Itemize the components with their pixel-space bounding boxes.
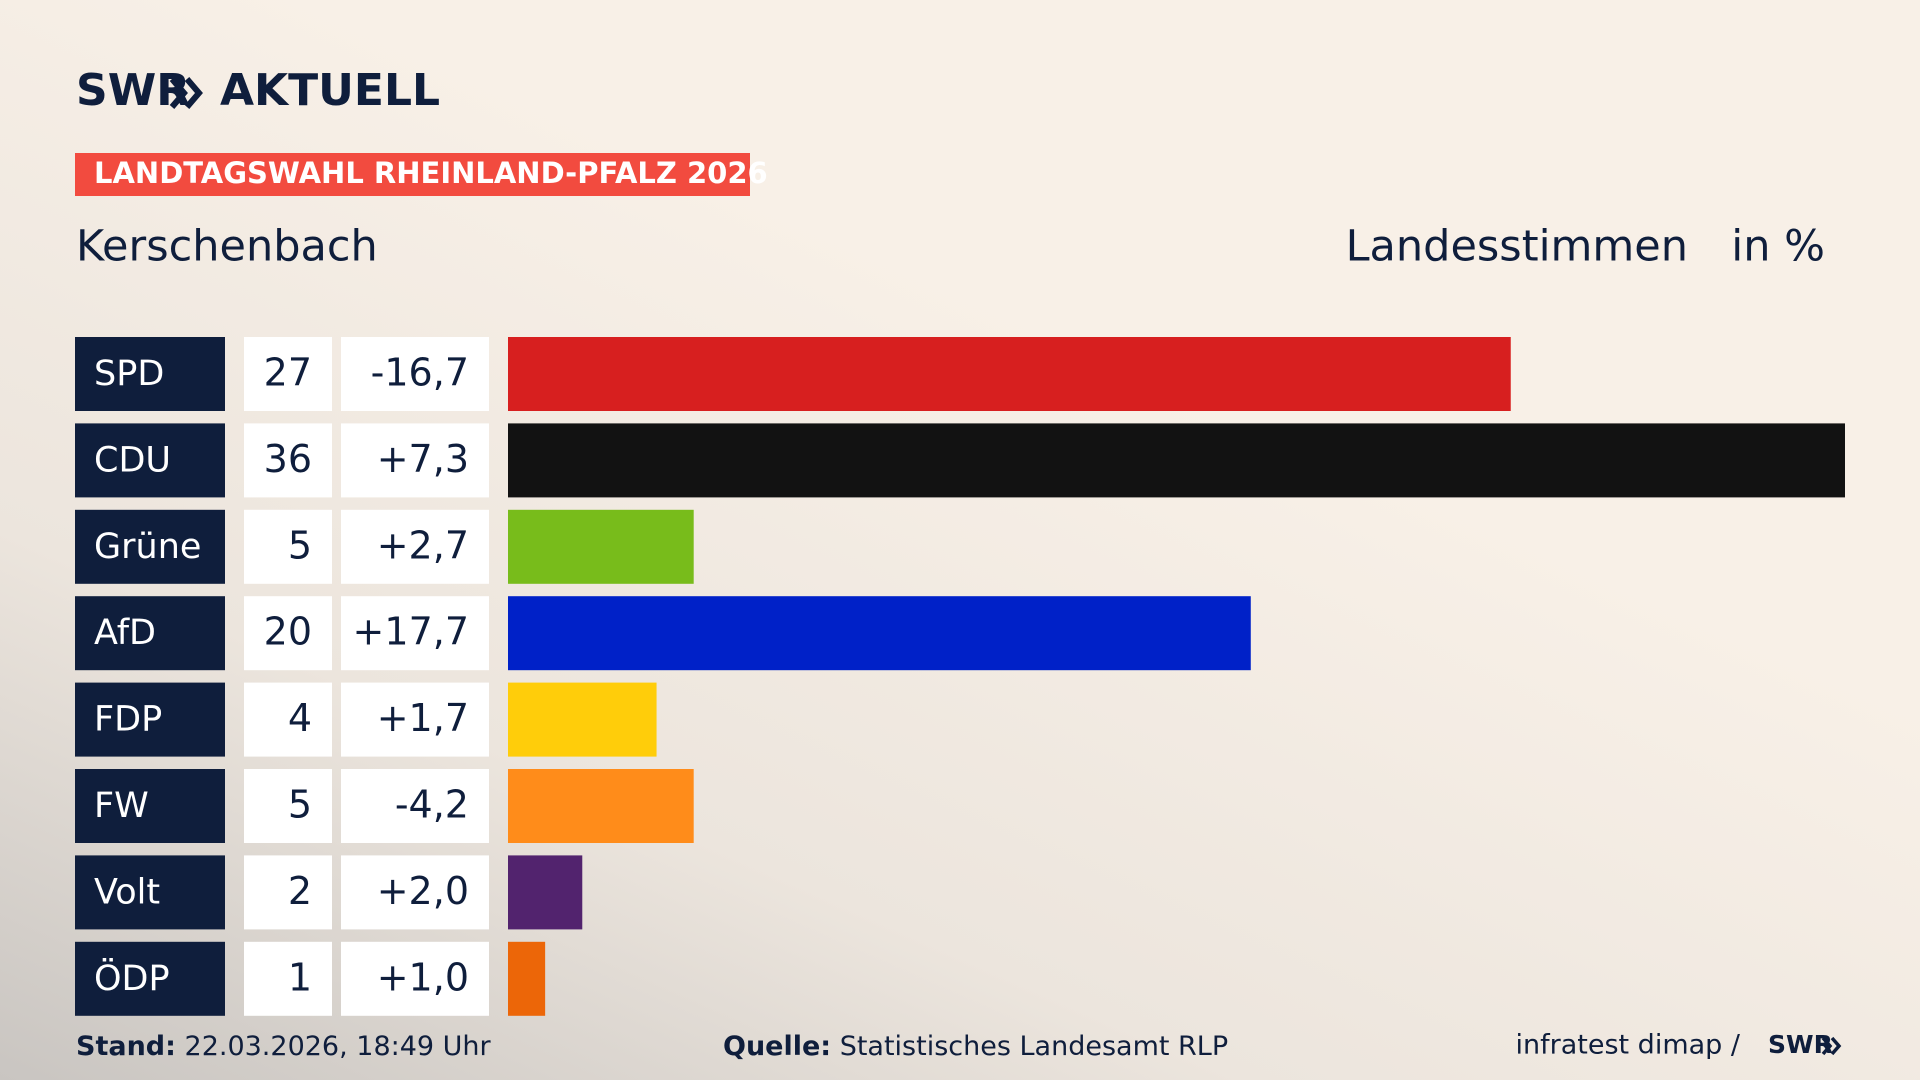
party-label: Volt — [94, 872, 160, 912]
bar — [508, 941, 546, 1016]
change-box — [341, 941, 489, 1016]
change-label: +1,0 — [377, 955, 469, 999]
unit-label: in % — [1731, 222, 1825, 272]
bar — [508, 509, 694, 584]
change-box — [341, 855, 489, 930]
value-box — [244, 596, 332, 671]
change-label: +7,3 — [377, 437, 469, 481]
logo-suffix: AKTUELL — [220, 65, 440, 116]
change-box — [341, 682, 489, 757]
bar — [508, 337, 1511, 411]
value-label: 5 — [288, 523, 312, 567]
change-label: +2,0 — [377, 869, 469, 913]
change-box — [341, 337, 489, 411]
party-label: Grüne — [94, 527, 201, 567]
value-box — [244, 337, 332, 411]
value-box — [244, 423, 332, 498]
badge — [75, 153, 750, 196]
change-label: -16,7 — [371, 351, 469, 395]
change-label: +2,7 — [377, 523, 469, 567]
badge-text: LANDTAGSWAHL RHEINLAND-PFALZ 2026 — [94, 156, 768, 190]
party-box — [75, 682, 225, 757]
footer-stand: Stand: 22.03.2026, 18:49 Uhr — [76, 1031, 492, 1062]
change-box — [341, 509, 489, 584]
party-label: ÖDP — [94, 957, 170, 999]
logo-chevrons — [169, 77, 203, 109]
chart-subtitle: Landesstimmen — [1346, 222, 1688, 272]
rows: SPD 27 -16,7 CDU 36 +7,3 Grüne 5 +2,7 AfD 20 +17,7 F… — [75, 337, 1845, 1016]
value-label: 4 — [288, 696, 312, 740]
value-box — [244, 769, 332, 843]
value-label: 36 — [264, 437, 312, 481]
party-box — [75, 596, 225, 671]
party-box — [75, 423, 225, 498]
source-label: Quelle: — [723, 1031, 831, 1062]
party-box — [75, 769, 225, 843]
value-box — [244, 941, 332, 1016]
credit-chevrons — [1821, 1036, 1842, 1056]
change-box — [341, 596, 489, 671]
value-box — [244, 509, 332, 584]
change-box — [341, 769, 489, 843]
stand-label: Stand: — [76, 1031, 176, 1062]
change-label: +17,7 — [353, 610, 469, 654]
party-label: CDU — [94, 440, 171, 480]
party-label: FDP — [94, 700, 162, 740]
footer-source: Quelle: Statistisches Landesamt RLP — [723, 1031, 1228, 1062]
party-box — [75, 509, 225, 584]
party-label: SPD — [94, 354, 164, 394]
party-box — [75, 855, 225, 930]
value-box — [244, 682, 332, 757]
value-label: 20 — [264, 610, 312, 654]
party-box — [75, 941, 225, 1016]
party-box — [75, 337, 225, 411]
change-box — [341, 423, 489, 498]
bar — [508, 596, 1251, 671]
value-label: 27 — [264, 351, 312, 395]
value-label: 5 — [288, 783, 312, 827]
chart-title: Kerschenbach — [76, 222, 378, 272]
credit: infratest dimap / — [1515, 1030, 1740, 1061]
value-label: 2 — [288, 869, 312, 913]
bar — [508, 682, 657, 757]
logo: SWR — [76, 65, 190, 116]
stand-value: 22.03.2026, 18:49 Uhr — [185, 1031, 492, 1062]
value-box — [244, 855, 332, 930]
credit-logo: SWR — [1768, 1030, 1833, 1059]
bar — [508, 855, 583, 930]
party-label: FW — [94, 786, 149, 826]
bar — [508, 423, 1845, 498]
source-value: Statistisches Landesamt RLP — [840, 1031, 1228, 1062]
bar — [508, 769, 694, 843]
change-label: +1,7 — [377, 696, 469, 740]
party-label: AfD — [94, 613, 156, 653]
change-label: -4,2 — [395, 783, 469, 827]
value-label: 1 — [288, 955, 312, 999]
